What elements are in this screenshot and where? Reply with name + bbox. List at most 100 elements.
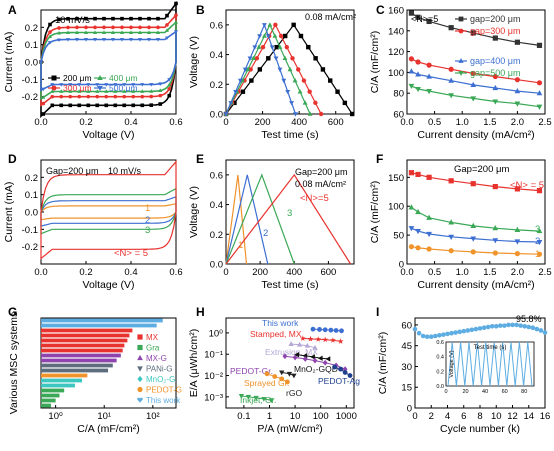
data-point: [473, 326, 479, 332]
legend-marker: [137, 375, 143, 383]
data-point: [415, 171, 421, 178]
cv-point: [122, 83, 127, 87]
bar: [41, 358, 117, 363]
y-tick-label: 10⁻³: [204, 392, 223, 403]
y-tick-label: 0.1: [25, 190, 38, 201]
gcd-point: [297, 89, 303, 94]
curve-label: 2: [535, 236, 540, 247]
cv-point: [165, 36, 169, 41]
y-tick-label: 10⁻¹: [204, 350, 223, 361]
cv-point: [57, 30, 61, 35]
plot-frame: [225, 159, 355, 265]
gcd-point: [328, 78, 333, 83]
cv-point: [131, 103, 136, 108]
data-point: [288, 341, 294, 346]
gcd-point: [245, 66, 251, 72]
y-tick-label: 0: [399, 260, 404, 271]
cv-point: [158, 93, 163, 98]
cv-point: [120, 16, 124, 21]
data-point: [426, 89, 432, 95]
data-point: [333, 328, 339, 333]
x-tick-label: 0: [223, 267, 228, 278]
cv-point: [86, 103, 91, 108]
panel-label: F: [376, 152, 383, 166]
cv-point: [95, 103, 100, 108]
cv-point: [131, 83, 136, 87]
cv-point: [57, 17, 61, 22]
gcd-point: [301, 78, 307, 83]
bar: [41, 393, 60, 398]
x-tick-label: 0.4: [124, 117, 137, 128]
data-point: [408, 10, 415, 16]
y-tick-label: 0.1: [25, 40, 38, 51]
x-tick-label: 16: [540, 411, 551, 422]
cv-point: [75, 16, 79, 21]
data-point: [536, 227, 543, 234]
bar: [41, 378, 83, 383]
x-tick-label: 600: [320, 267, 336, 278]
data-point: [492, 35, 498, 41]
panel-i: 0 2 4 6 8 10 12 14 16 0 15 30 45 60 Cycle number (k) C/…: [376, 305, 550, 435]
gcd-point: [306, 44, 311, 50]
x-tick-label: 10⁰: [48, 411, 63, 422]
gcd-curve: [225, 174, 248, 265]
gcd-point: [307, 89, 312, 94]
gcd-point: [233, 89, 239, 95]
y-tick-label: 160: [388, 6, 404, 17]
x-tick-label: 600: [328, 117, 344, 128]
cv-point: [68, 94, 73, 99]
cv-point: [122, 94, 127, 99]
data-point: [470, 30, 476, 36]
gcd-point: [252, 45, 258, 50]
data-point: [312, 357, 318, 364]
cv-point: [93, 25, 97, 30]
cv-point: [59, 103, 64, 108]
gcd-point: [251, 55, 256, 61]
data-point: [514, 77, 521, 83]
cv-point: [39, 60, 43, 65]
data-point: [514, 226, 521, 232]
gcd-point: [290, 56, 295, 61]
gcd-curve: [225, 23, 322, 115]
x-tick-label: 0.1: [237, 411, 250, 422]
cv-point: [41, 87, 46, 92]
x-tick-label: 14: [523, 411, 534, 422]
cv-point: [167, 87, 172, 91]
y-tick-label: 100: [388, 202, 404, 213]
gcd-point: [273, 22, 278, 28]
bar: [41, 353, 121, 358]
cv-point: [66, 25, 70, 30]
x-tick-label: 0.4: [124, 267, 137, 278]
y-tick-label: 15: [401, 383, 412, 394]
cv-point: [138, 30, 142, 34]
data-point: [272, 374, 278, 379]
data-point: [492, 225, 499, 231]
series-label: Sprayed Gr.: [244, 378, 289, 388]
bar: [41, 373, 88, 378]
cv-point: [111, 30, 115, 34]
cv-point: [59, 94, 64, 99]
data-point: [342, 370, 348, 375]
plot-frame: [406, 9, 546, 115]
x-tick-label: 0.6: [169, 117, 182, 128]
cv-point: [113, 103, 118, 108]
data-point: [502, 323, 507, 328]
data-point: [415, 228, 421, 235]
curve-label: <N> = 5: [510, 180, 544, 191]
data-point: [470, 96, 477, 102]
cv-point: [129, 38, 133, 42]
bar: [41, 333, 130, 338]
x-axis-label: Cycle number (k): [440, 423, 520, 435]
legend-label: gap=300 μm: [470, 26, 520, 36]
y-tick-label: 30: [401, 362, 412, 373]
gcd-curve: [225, 173, 295, 265]
gcd-point: [298, 33, 304, 39]
data-point: [492, 84, 499, 91]
data-point: [282, 353, 288, 360]
data-point: [518, 323, 523, 328]
data-point: [492, 250, 498, 256]
gcd-point: [278, 33, 284, 39]
cv-point: [156, 25, 160, 30]
y-tick-label: 45: [401, 341, 412, 352]
data-point: [492, 73, 498, 80]
